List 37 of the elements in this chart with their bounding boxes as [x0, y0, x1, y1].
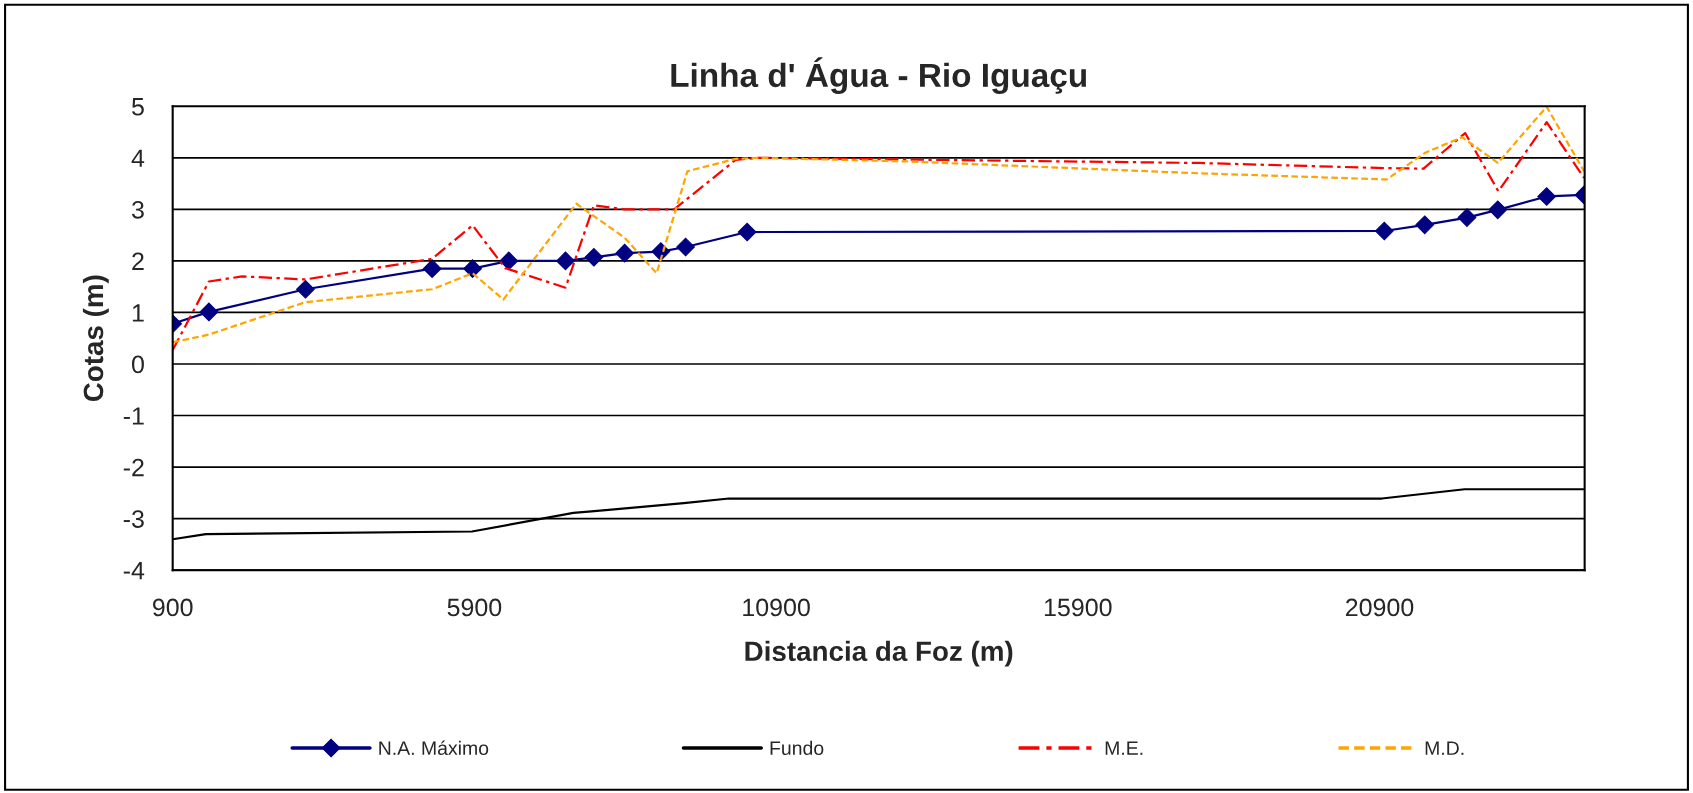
y-tick-label: 2 — [132, 252, 144, 270]
point — [584, 247, 604, 267]
y-axis-title: Cotas (m) — [82, 275, 109, 402]
point — [1457, 208, 1477, 227]
point — [676, 237, 695, 257]
point — [556, 251, 575, 271]
legend-label: Fundo — [770, 740, 824, 756]
y-tick-label: 5 — [132, 98, 144, 116]
point — [1415, 215, 1435, 235]
y-tick-label: -4 — [123, 562, 145, 580]
x-tick-label: 10900 — [743, 598, 810, 617]
point — [737, 222, 757, 242]
legend-label: M.E. — [1105, 741, 1143, 755]
y-tick-label: 1 — [132, 304, 144, 322]
y-tick-label: -2 — [123, 458, 144, 477]
y-tick-label: 4 — [131, 149, 145, 167]
x-tick-label: 20900 — [1345, 598, 1414, 617]
point — [1537, 187, 1556, 206]
x-tick-label: 900 — [153, 598, 193, 617]
legend-label: N.A. Máximo — [379, 740, 489, 756]
legend-label: M.D. — [1425, 741, 1464, 755]
point — [296, 279, 315, 299]
point — [499, 251, 519, 271]
x-axis-title: Distancia da Foz (m) — [745, 640, 1013, 667]
point — [463, 259, 482, 278]
x-tick-label: 5900 — [447, 598, 502, 617]
point — [199, 302, 219, 322]
y-tick-label: -1 — [123, 407, 144, 425]
point — [1374, 221, 1394, 241]
point — [1488, 200, 1508, 220]
y-tick-label: 0 — [131, 355, 144, 374]
x-tick-label: 15900 — [1044, 598, 1112, 617]
chart-title: Linha d' Água - Rio Iguaçu — [671, 57, 1086, 94]
point — [615, 243, 634, 263]
point — [422, 259, 442, 278]
y-tick-label: 3 — [131, 200, 144, 219]
y-tick-label: -3 — [123, 510, 144, 528]
